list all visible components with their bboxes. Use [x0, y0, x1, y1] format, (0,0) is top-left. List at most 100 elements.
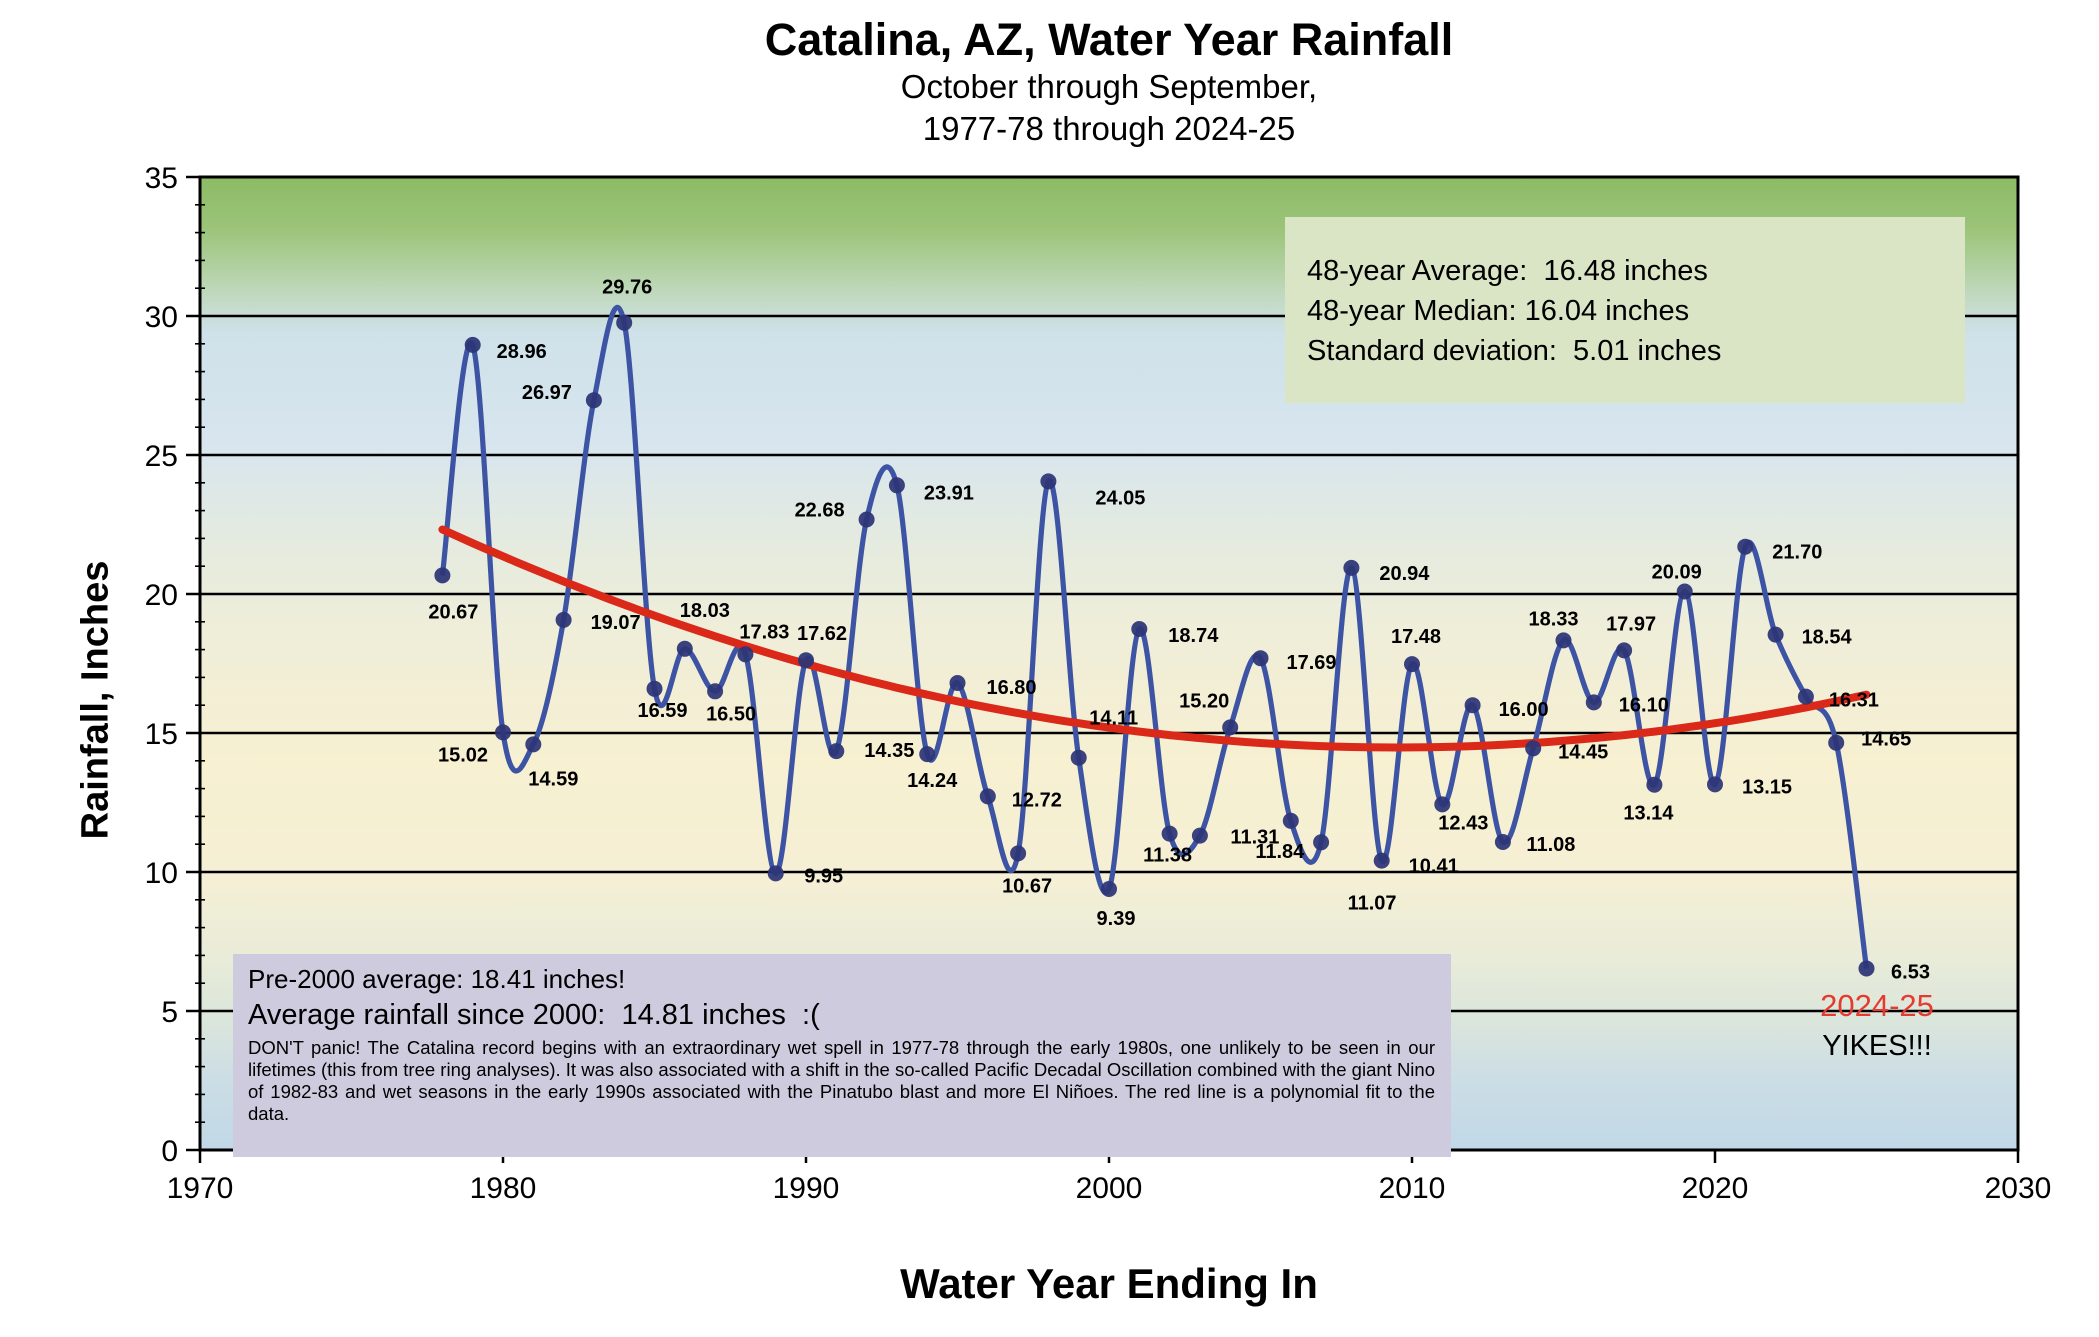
data-point-marker-1980	[495, 724, 511, 741]
data-point-label-2011: 12.43	[1438, 812, 1488, 834]
data-point-label-2001: 18.74	[1168, 625, 1219, 647]
data-point-label-2019: 20.09	[1652, 562, 1702, 584]
y-tick-label: 15	[145, 718, 178, 751]
data-point-marker-1985	[646, 680, 663, 697]
data-point-label-2007: 11.07	[1348, 892, 1397, 914]
data-point-label-2024: 14.65	[1861, 729, 1911, 751]
data-point-marker-2000	[1101, 881, 1117, 897]
data-point-label-1986: 18.03	[680, 600, 730, 622]
data-point-marker-1979	[464, 336, 481, 353]
data-point-marker-2013	[1494, 834, 1511, 850]
data-point-marker-2005	[1252, 650, 1269, 667]
data-point-label-1982: 19.07	[591, 612, 641, 634]
data-point-label-1997: 10.67	[1002, 875, 1052, 897]
data-point-label-1995: 16.80	[986, 677, 1036, 699]
data-point-marker-2003	[1191, 827, 1208, 844]
info-since-2000: Average rainfall since 2000: 14.81 inche…	[248, 999, 820, 1031]
data-point-label-2015: 18.33	[1528, 608, 1578, 630]
data-point-label-2002: 11.38	[1143, 845, 1192, 867]
data-point-marker-2011	[1434, 796, 1451, 813]
y-axis-title: Rainfall, Inches	[74, 560, 117, 840]
data-point-marker-2025	[1858, 960, 1875, 977]
data-point-marker-1993	[888, 477, 905, 494]
data-point-marker-2009	[1373, 852, 1390, 869]
data-point-marker-1986	[676, 640, 693, 657]
data-point-label-1983: 26.97	[522, 382, 572, 404]
data-point-marker-2002	[1161, 825, 1178, 842]
data-point-label-2020: 13.15	[1742, 776, 1792, 798]
data-point-label-2022: 18.54	[1802, 627, 1853, 649]
data-point-label-2017: 17.97	[1606, 613, 1656, 635]
data-point-label-1998: 24.05	[1095, 487, 1145, 509]
data-point-label-2000: 9.39	[1097, 908, 1136, 930]
data-point-label-1994: 14.24	[907, 770, 958, 792]
y-tick-label: 30	[145, 301, 178, 334]
data-point-marker-2016	[1585, 694, 1602, 711]
data-point-marker-1997	[1010, 845, 1027, 862]
x-tick-label: 2020	[1682, 1172, 1749, 1205]
data-point-label-2006: 11.84	[1255, 841, 1305, 863]
stats-average: 48-year Average: 16.48 inches	[1307, 255, 1708, 287]
trend-line	[438, 525, 1871, 752]
data-point-label-2012: 16.00	[1499, 699, 1549, 721]
data-point-label-1988: 17.83	[739, 621, 789, 643]
data-point-label-2004: 15.20	[1179, 690, 1229, 712]
data-point-marker-1978	[434, 567, 451, 584]
chart-subtitle-line2: 1977-78 through 2024-25	[922, 109, 1296, 147]
stats-median: 48-year Median: 16.04 inches	[1307, 295, 1690, 327]
data-point-label-2023: 16.31	[1829, 690, 1879, 712]
data-point-marker-1984	[616, 314, 633, 331]
data-point-marker-1998	[1040, 473, 1057, 490]
info-note: DON'T panic! The Catalina record begins …	[248, 1037, 1435, 1124]
data-point-marker-1991	[828, 743, 845, 760]
title-block: Catalina, AZ, Water Year Rainfall Octobe…	[200, 14, 2018, 150]
data-point-label-2013: 11.08	[1526, 834, 1575, 856]
data-point-marker-2006	[1282, 812, 1299, 829]
page-title: Catalina, AZ, Water Year Rainfall	[764, 14, 1454, 65]
annotation-year-label: 2024-25	[1820, 988, 1934, 1023]
stats-box: 48-year Average: 16.48 inches 48-year Me…	[1285, 217, 1965, 403]
data-point-marker-1981	[525, 736, 542, 753]
data-point-label-2008: 20.94	[1379, 563, 1430, 585]
data-point-label-1979: 28.96	[497, 341, 547, 363]
data-point-marker-2012	[1464, 697, 1481, 714]
annotation-yikes-label: YIKES!!!	[1822, 1030, 1932, 1062]
data-point-marker-2004	[1222, 719, 1239, 736]
data-point-marker-2021	[1737, 538, 1754, 555]
data-point-label-1996: 12.72	[1012, 789, 1062, 811]
data-point-label-1984: 29.76	[602, 277, 652, 299]
x-tick-label: 2010	[1379, 1172, 1446, 1205]
data-point-marker-2007	[1313, 834, 1330, 851]
x-tick-label: 2000	[1076, 1172, 1143, 1205]
data-point-label-2014: 14.45	[1558, 741, 1608, 763]
data-point-label-2010: 17.48	[1391, 626, 1441, 648]
info-box: Pre-2000 average: 18.41 inches! Average …	[233, 954, 1451, 1157]
data-point-label-1993: 23.91	[924, 482, 974, 504]
y-tick-label: 10	[145, 857, 178, 890]
data-point-marker-1999	[1070, 749, 1087, 766]
y-tick-label: 20	[145, 579, 178, 612]
data-point-marker-2008	[1343, 559, 1360, 576]
data-point-label-2021: 21.70	[1772, 542, 1822, 564]
data-point-label-1978: 20.67	[428, 601, 478, 623]
data-point-marker-1987	[707, 683, 724, 700]
data-point-label-1981: 14.59	[528, 768, 578, 790]
data-point-marker-1996	[979, 788, 996, 805]
data-point-label-1985: 16.59	[637, 700, 687, 722]
data-point-label-2003: 11.31	[1230, 827, 1279, 849]
data-point-marker-1995	[949, 675, 966, 691]
y-tick-label: 25	[145, 440, 178, 473]
data-point-marker-2001	[1131, 621, 1148, 637]
x-tick-label: 2030	[1985, 1172, 2052, 1205]
data-point-label-1991: 14.35	[864, 740, 914, 762]
data-point-marker-1990	[798, 652, 814, 669]
x-axis-title: Water Year Ending In	[900, 1260, 1318, 1307]
y-tick-label: 5	[161, 996, 178, 1029]
data-point-marker-2017	[1616, 642, 1633, 659]
info-pre-2000: Pre-2000 average: 18.41 inches!	[248, 964, 626, 994]
data-point-marker-2024	[1828, 734, 1845, 751]
stats-std-dev: Standard deviation: 5.01 inches	[1307, 335, 1722, 367]
x-tick-label: 1990	[773, 1172, 840, 1205]
data-point-marker-1994	[919, 746, 936, 763]
